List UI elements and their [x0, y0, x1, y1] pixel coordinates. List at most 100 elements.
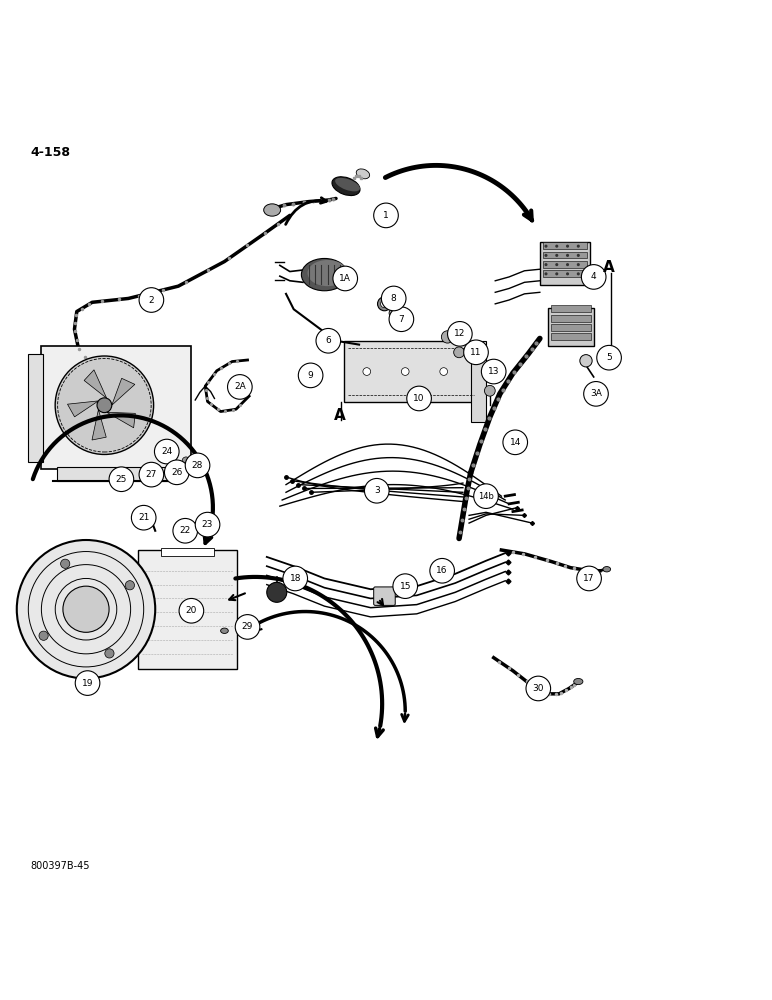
Text: 28: 28	[192, 461, 203, 470]
Circle shape	[168, 459, 176, 467]
Circle shape	[125, 581, 134, 590]
Bar	[57, 467, 176, 481]
Text: 14: 14	[510, 438, 521, 447]
Text: 1A: 1A	[339, 274, 351, 283]
Text: A: A	[334, 408, 346, 423]
Circle shape	[235, 615, 260, 639]
Ellipse shape	[301, 258, 347, 291]
Text: 21: 21	[138, 513, 150, 522]
Circle shape	[389, 308, 398, 318]
Circle shape	[566, 245, 569, 248]
Circle shape	[526, 676, 550, 701]
Text: 17: 17	[584, 574, 594, 583]
FancyBboxPatch shape	[547, 308, 594, 346]
Ellipse shape	[335, 178, 360, 191]
Text: 12: 12	[454, 329, 466, 338]
Circle shape	[381, 300, 388, 308]
Circle shape	[544, 263, 547, 266]
Circle shape	[364, 478, 389, 503]
Circle shape	[555, 263, 558, 266]
Circle shape	[430, 558, 455, 583]
Bar	[550, 305, 591, 312]
Polygon shape	[112, 378, 135, 405]
Circle shape	[577, 254, 580, 257]
Circle shape	[577, 272, 580, 275]
Circle shape	[267, 582, 286, 602]
Circle shape	[555, 272, 558, 275]
Ellipse shape	[264, 204, 280, 216]
Text: 25: 25	[116, 475, 127, 484]
Text: 11: 11	[470, 348, 482, 357]
Circle shape	[544, 272, 547, 275]
Text: 9: 9	[308, 371, 313, 380]
Text: 15: 15	[399, 582, 411, 591]
Circle shape	[283, 566, 307, 591]
Circle shape	[485, 385, 495, 396]
Circle shape	[566, 272, 569, 275]
Text: 26: 26	[171, 468, 182, 477]
Circle shape	[577, 245, 580, 248]
Circle shape	[194, 455, 201, 462]
Circle shape	[363, 368, 371, 375]
Circle shape	[60, 559, 69, 568]
Circle shape	[454, 347, 465, 358]
Circle shape	[464, 340, 489, 365]
Circle shape	[109, 467, 134, 492]
Circle shape	[566, 263, 569, 266]
Circle shape	[105, 649, 114, 658]
Circle shape	[164, 460, 189, 485]
Circle shape	[482, 359, 506, 384]
Circle shape	[195, 512, 220, 537]
FancyBboxPatch shape	[471, 341, 486, 422]
Text: 2A: 2A	[234, 382, 245, 391]
Ellipse shape	[332, 177, 360, 196]
Ellipse shape	[138, 514, 149, 520]
Text: 29: 29	[242, 622, 253, 631]
Ellipse shape	[356, 169, 370, 179]
FancyBboxPatch shape	[344, 341, 479, 402]
Circle shape	[182, 457, 190, 465]
Circle shape	[378, 297, 391, 311]
Text: 16: 16	[436, 566, 448, 575]
Circle shape	[389, 307, 414, 332]
FancyBboxPatch shape	[540, 242, 590, 285]
Circle shape	[407, 386, 432, 411]
Bar	[543, 252, 587, 258]
Circle shape	[381, 286, 406, 311]
Circle shape	[584, 382, 608, 406]
Circle shape	[581, 265, 606, 289]
Text: 22: 22	[180, 526, 191, 535]
Circle shape	[39, 631, 48, 640]
Bar	[138, 550, 237, 669]
Text: 27: 27	[146, 470, 157, 479]
Text: 10: 10	[413, 394, 425, 403]
Circle shape	[401, 368, 409, 375]
Circle shape	[185, 453, 210, 478]
Circle shape	[555, 245, 558, 248]
Bar	[543, 242, 587, 249]
Circle shape	[474, 484, 498, 508]
Circle shape	[316, 328, 340, 353]
Circle shape	[228, 375, 252, 399]
Circle shape	[333, 266, 357, 291]
Circle shape	[75, 671, 100, 695]
Circle shape	[97, 398, 112, 413]
Circle shape	[544, 245, 547, 248]
Text: 2: 2	[148, 296, 154, 305]
Circle shape	[173, 518, 198, 543]
Text: 5: 5	[606, 353, 612, 362]
Bar	[550, 324, 591, 331]
Ellipse shape	[574, 678, 583, 685]
Ellipse shape	[307, 260, 347, 286]
FancyBboxPatch shape	[374, 587, 395, 605]
Bar	[543, 261, 587, 268]
Circle shape	[55, 356, 154, 454]
Text: A: A	[603, 260, 615, 275]
Circle shape	[555, 254, 558, 257]
Circle shape	[503, 430, 527, 455]
Polygon shape	[67, 401, 98, 417]
Text: 20: 20	[186, 606, 197, 615]
Polygon shape	[84, 370, 107, 398]
Circle shape	[448, 322, 472, 346]
Text: 8: 8	[391, 294, 397, 303]
